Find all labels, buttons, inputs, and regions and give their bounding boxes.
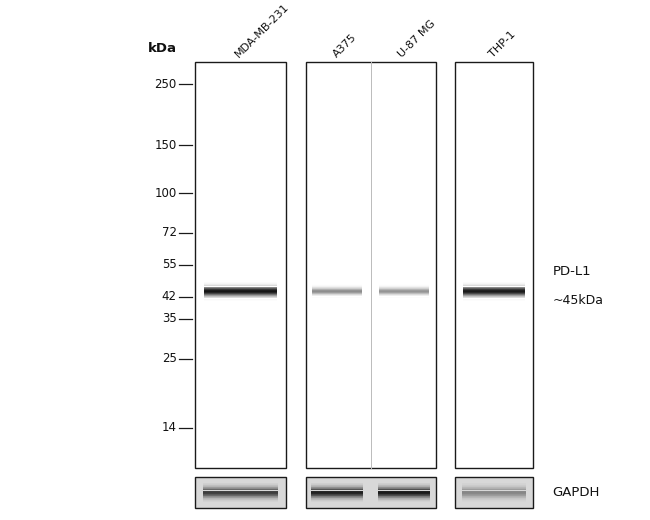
Bar bbox=[203, 483, 278, 484]
Bar bbox=[311, 486, 363, 487]
Bar bbox=[378, 483, 430, 484]
Bar bbox=[203, 489, 278, 490]
Bar bbox=[311, 497, 363, 498]
Bar bbox=[306, 62, 436, 468]
Bar bbox=[311, 500, 363, 501]
Text: 55: 55 bbox=[162, 258, 177, 271]
Bar bbox=[378, 499, 430, 500]
Bar bbox=[378, 495, 430, 496]
Bar bbox=[203, 490, 278, 491]
Bar bbox=[378, 488, 430, 489]
Bar bbox=[203, 491, 278, 492]
Bar bbox=[306, 477, 436, 508]
Bar bbox=[311, 499, 363, 500]
Bar bbox=[311, 494, 363, 495]
Bar bbox=[455, 477, 533, 508]
Bar bbox=[462, 483, 526, 484]
Bar bbox=[311, 501, 363, 502]
Text: ~45kDa: ~45kDa bbox=[552, 294, 603, 307]
Bar bbox=[311, 484, 363, 485]
Bar bbox=[378, 489, 430, 490]
Bar bbox=[462, 501, 526, 502]
Bar bbox=[462, 492, 526, 493]
Bar bbox=[462, 495, 526, 496]
Bar bbox=[311, 489, 363, 490]
Bar bbox=[378, 494, 430, 495]
Bar bbox=[378, 492, 430, 493]
Text: U-87 MG: U-87 MG bbox=[396, 19, 437, 60]
Bar bbox=[462, 486, 526, 487]
Bar bbox=[203, 484, 278, 485]
Bar bbox=[311, 483, 363, 484]
Bar bbox=[378, 490, 430, 491]
Bar bbox=[462, 499, 526, 500]
Bar bbox=[462, 497, 526, 498]
Bar bbox=[311, 498, 363, 499]
Bar bbox=[378, 498, 430, 499]
Bar bbox=[311, 485, 363, 486]
Bar bbox=[203, 498, 278, 499]
Bar bbox=[455, 62, 533, 468]
Bar bbox=[311, 488, 363, 489]
Bar bbox=[378, 496, 430, 497]
Bar bbox=[311, 491, 363, 492]
Bar bbox=[311, 492, 363, 493]
Text: 25: 25 bbox=[162, 352, 177, 365]
Bar bbox=[203, 497, 278, 498]
Bar bbox=[462, 494, 526, 495]
Bar bbox=[203, 492, 278, 493]
Text: 72: 72 bbox=[162, 226, 177, 239]
Bar bbox=[378, 484, 430, 485]
Text: GAPDH: GAPDH bbox=[552, 486, 600, 499]
Bar bbox=[195, 62, 286, 468]
Bar bbox=[203, 494, 278, 495]
Bar bbox=[378, 491, 430, 492]
Bar bbox=[462, 496, 526, 497]
Bar bbox=[462, 489, 526, 490]
Text: MDA-MB-231: MDA-MB-231 bbox=[233, 2, 291, 60]
Text: THP-1: THP-1 bbox=[487, 30, 517, 60]
Bar bbox=[203, 488, 278, 489]
Bar bbox=[203, 499, 278, 500]
Bar bbox=[311, 490, 363, 491]
Bar bbox=[203, 500, 278, 501]
Text: A375: A375 bbox=[331, 32, 358, 60]
Bar bbox=[462, 500, 526, 501]
Text: kDa: kDa bbox=[148, 42, 177, 55]
Bar bbox=[462, 487, 526, 488]
Text: 150: 150 bbox=[155, 138, 177, 151]
Text: 100: 100 bbox=[155, 187, 177, 200]
Bar bbox=[378, 485, 430, 486]
Bar bbox=[462, 488, 526, 489]
Bar bbox=[462, 498, 526, 499]
Bar bbox=[203, 495, 278, 496]
Bar bbox=[462, 485, 526, 486]
Bar bbox=[462, 484, 526, 485]
Bar bbox=[462, 491, 526, 492]
Text: 35: 35 bbox=[162, 312, 177, 325]
Bar bbox=[311, 496, 363, 497]
Text: 14: 14 bbox=[162, 421, 177, 434]
Bar bbox=[378, 501, 430, 502]
Bar bbox=[378, 497, 430, 498]
Bar bbox=[195, 477, 286, 508]
Bar bbox=[203, 487, 278, 488]
Bar bbox=[378, 487, 430, 488]
Bar bbox=[203, 501, 278, 502]
Bar bbox=[378, 486, 430, 487]
Text: 42: 42 bbox=[162, 290, 177, 303]
Bar bbox=[378, 500, 430, 501]
Bar bbox=[311, 487, 363, 488]
Bar bbox=[203, 496, 278, 497]
Bar bbox=[203, 486, 278, 487]
Bar bbox=[311, 495, 363, 496]
Text: 250: 250 bbox=[155, 77, 177, 90]
Bar bbox=[462, 490, 526, 491]
Text: PD-L1: PD-L1 bbox=[552, 265, 591, 278]
Bar bbox=[203, 485, 278, 486]
